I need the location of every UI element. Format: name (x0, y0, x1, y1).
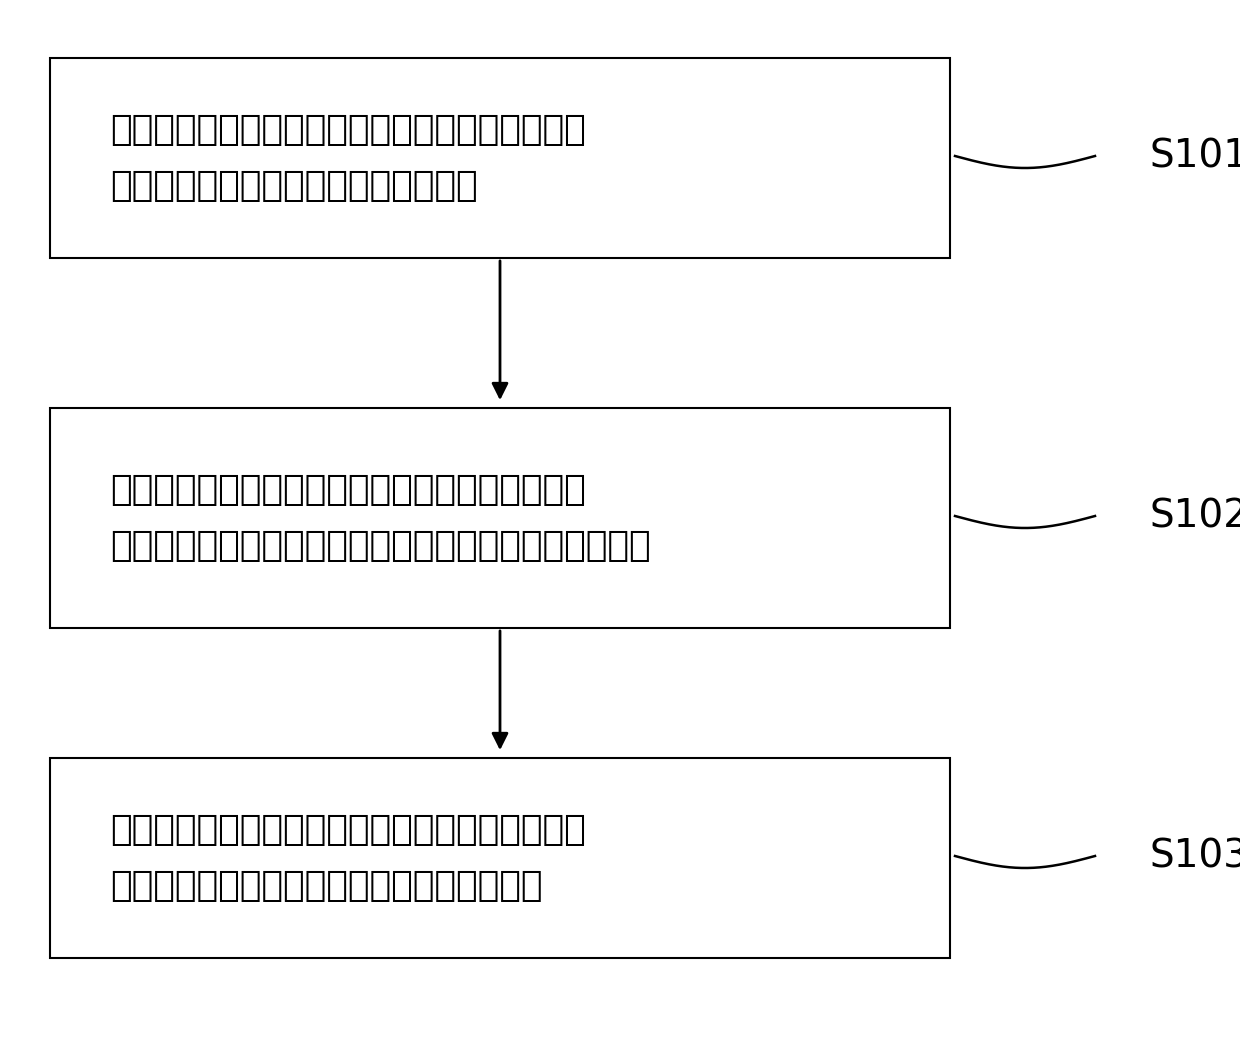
Text: S103: S103 (1149, 837, 1240, 875)
Text: 第二前置液阶段：向目标措施层中注入第二前置液
并段塞式加入支撑剂，所述第二前置液为低粘度压裂液；: 第二前置液阶段：向目标措施层中注入第二前置液 并段塞式加入支撑剂，所述第二前置液… (110, 473, 651, 563)
Text: 携砂液阶段：向目标措施层中注入所述携砂液并连
续加入支撑剂，所述携砂液为高粘度压裂液。: 携砂液阶段：向目标措施层中注入所述携砂液并连 续加入支撑剂，所述携砂液为高粘度压… (110, 813, 585, 903)
Bar (50, 58, 950, 258)
Text: S102: S102 (1149, 497, 1240, 535)
Text: 第一前置液阶段：向目标措施层中注入所述第一前
置液，所述第一前置液为高粘度压裂液: 第一前置液阶段：向目标措施层中注入所述第一前 置液，所述第一前置液为高粘度压裂液 (110, 113, 585, 203)
Text: S101: S101 (1149, 137, 1240, 175)
Bar (50, 758, 950, 958)
Bar (50, 408, 950, 628)
